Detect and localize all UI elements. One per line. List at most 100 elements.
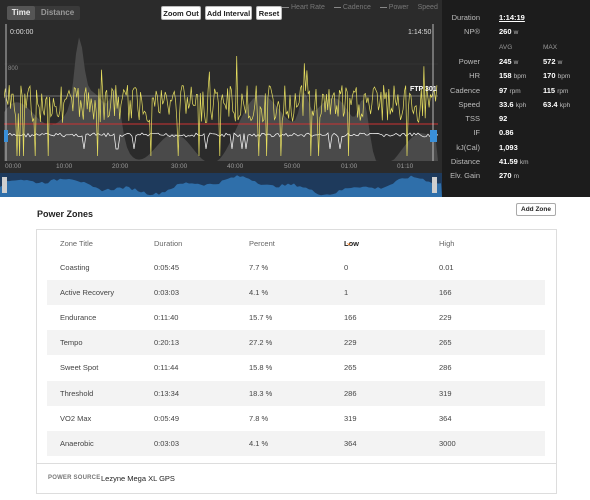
cell-duration: 0:13:34 <box>154 388 180 398</box>
col-duration[interactable]: Duration <box>154 239 183 248</box>
cell-zone: Sweet Spot <box>60 363 99 373</box>
metric-label: TSS <box>465 114 480 123</box>
add-interval-button[interactable]: Add Interval <box>205 6 252 20</box>
table-row[interactable]: Sweet Spot 0:11:44 15.8 % 265 286 <box>47 355 545 380</box>
x-tick: 01:00 <box>341 163 358 170</box>
power-zones-table: Zone Title Duration Percent Low ⌄ High Co… <box>36 229 557 494</box>
cell-low: 286 <box>344 388 357 398</box>
add-zone-button[interactable]: Add Zone <box>516 203 556 216</box>
chart-toolbar: Time Distance Heart Rate Cadence Power S… <box>0 0 442 24</box>
chart-legend: Heart Rate Cadence Power Speed <box>282 4 442 14</box>
cell-percent: 7.8 % <box>249 413 269 423</box>
x-tick: 01:10 <box>397 163 414 170</box>
legend-speed[interactable]: Speed <box>417 4 438 11</box>
x-tick: 20:00 <box>112 163 129 170</box>
max-header: MAX <box>543 44 558 51</box>
table-row[interactable]: Tempo 0:20:13 27.2 % 229 265 <box>47 330 545 356</box>
metric-number: 270 <box>499 171 512 181</box>
table-row[interactable]: Anaerobic 0:03:03 4.1 % 364 3000 <box>47 430 545 456</box>
power-source-value: Lezyne Mega XL GPS <box>101 474 175 483</box>
metric-value: 1,093 <box>499 143 518 152</box>
metric-label: HR <box>469 71 480 81</box>
x-tick: 40:00 <box>227 163 244 170</box>
cell-percent: 4.1 % <box>249 288 269 298</box>
legend-heart-rate[interactable]: Heart Rate <box>282 4 325 11</box>
metric-avg: 97 rpm <box>499 86 521 95</box>
axis-mode-toggle: Time Distance <box>7 6 80 20</box>
metric-avg-value: 245 <box>499 57 512 66</box>
metric-max-value: 115 <box>543 85 556 95</box>
selection-start-time: 0:00:00 <box>10 29 34 36</box>
metric-max: 63.4 kph <box>543 100 570 109</box>
metric-label: Power <box>458 57 480 66</box>
cell-duration: 0:03:03 <box>154 438 180 448</box>
distance-toggle[interactable]: Distance <box>40 8 75 17</box>
zoom-out-button[interactable]: Zoom Out <box>161 6 201 20</box>
metric-max-unit: kph <box>559 101 571 109</box>
col-low-label: Low <box>344 239 359 248</box>
ride-summary-panel: Duration 1:14:19 NP® 260 w AVG MAX Power… <box>442 0 590 197</box>
col-zone-title[interactable]: Zone Title <box>60 239 93 248</box>
cell-high: 166 <box>439 288 452 298</box>
overview-start-handle-icon[interactable] <box>2 177 7 193</box>
power-zones-title: Power Zones <box>37 209 94 219</box>
np-unit: w <box>513 29 519 36</box>
metric-label: Elv. Gain <box>450 171 480 181</box>
table-row[interactable]: Active Recovery 0:03:03 4.1 % 1 166 <box>47 280 545 306</box>
legend-power[interactable]: Power <box>379 4 409 11</box>
legend-line-icon <box>333 6 341 8</box>
cell-duration: 0:20:13 <box>154 338 180 348</box>
cell-percent: 18.3 % <box>249 388 273 398</box>
cell-duration: 0:05:45 <box>154 263 180 272</box>
np-row: NP® 260 w <box>442 27 590 39</box>
activity-plot-svg <box>4 24 438 161</box>
metric-row: kJ(Cal) 1,093 <box>442 143 590 155</box>
cell-high: 265 <box>439 338 452 348</box>
avg-header: AVG <box>499 44 513 51</box>
table-row[interactable]: Endurance 0:11:40 15.7 % 166 229 <box>47 305 545 330</box>
metric-avg: 158 bpm <box>499 71 526 80</box>
x-tick: 50:00 <box>284 163 301 170</box>
metric-unit: km <box>519 158 529 166</box>
np-label: NP® <box>464 27 480 36</box>
metric-avg-unit: kph <box>515 101 527 109</box>
overview-scrubber[interactable] <box>0 173 442 197</box>
cell-zone: Active Recovery <box>60 288 115 298</box>
activity-plot[interactable]: 0:00:00 1:14:50 800 FTP 301 <box>4 24 438 161</box>
metric-row: HR 158 bpm 170 bpm <box>442 71 590 83</box>
cell-percent: 15.7 % <box>249 313 273 323</box>
metric-label: kJ(Cal) <box>456 142 480 152</box>
metric-avg-value: 158 <box>499 71 512 81</box>
legend-cadence[interactable]: Cadence <box>333 4 371 11</box>
overview-end-handle-icon[interactable] <box>432 177 437 193</box>
metric-avg-value: 97 <box>499 85 508 95</box>
table-header: Zone Title Duration Percent Low ⌄ High <box>37 239 558 253</box>
metric-avg-unit: w <box>513 59 519 66</box>
cell-percent: 15.8 % <box>249 363 273 373</box>
cell-percent: 7.7 % <box>249 263 269 272</box>
col-high[interactable]: High <box>439 239 455 248</box>
metric-avg-value: 33.6 <box>499 99 514 109</box>
col-percent[interactable]: Percent <box>249 239 275 248</box>
cell-high: 229 <box>439 313 452 323</box>
cadence-line <box>4 132 438 150</box>
duration-value[interactable]: 1:14:19 <box>499 13 525 22</box>
cell-duration: 0:05:49 <box>154 413 180 423</box>
metric-row: IF 0.86 <box>442 128 590 140</box>
metric-avg: 33.6 kph <box>499 100 526 109</box>
selection-start-handle-icon <box>4 130 8 142</box>
time-axis: 00:00 10:00 20:00 30:00 40:00 50:00 01:0… <box>4 161 438 173</box>
reset-button[interactable]: Reset <box>256 6 282 20</box>
elevation-area <box>4 37 438 161</box>
table-row[interactable]: Coasting 0:05:45 7.7 % 0 0.01 <box>47 255 545 280</box>
table-row[interactable]: VO2 Max 0:05:49 7.8 % 319 364 <box>47 406 545 431</box>
cell-high: 3000 <box>439 438 456 448</box>
cell-low: 229 <box>344 338 357 348</box>
cell-zone: Anaerobic <box>60 438 94 448</box>
time-toggle[interactable]: Time <box>7 6 35 20</box>
metric-value: 0.86 <box>499 128 514 137</box>
metric-label: Speed <box>458 99 480 109</box>
table-row[interactable]: Threshold 0:13:34 18.3 % 286 319 <box>47 380 545 406</box>
metric-number: 92 <box>499 114 508 123</box>
cell-duration: 0:03:03 <box>154 288 180 298</box>
